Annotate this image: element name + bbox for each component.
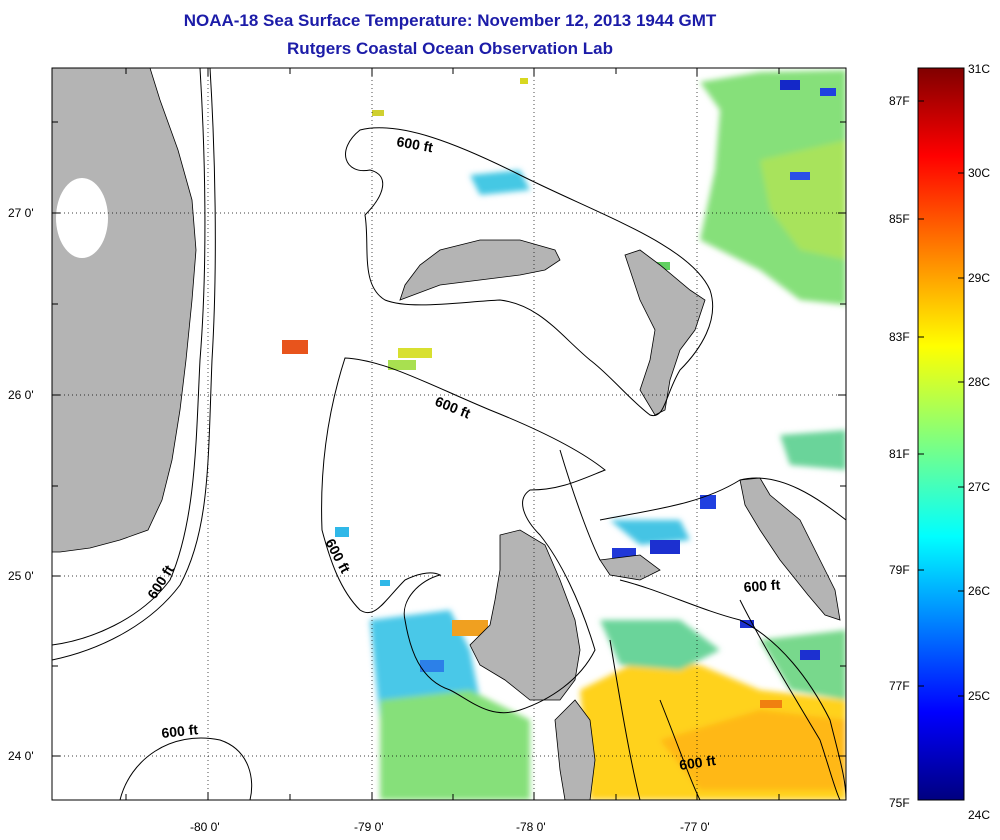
colorbar-fahrenheit-label: 81F [889, 447, 910, 461]
lat-label: 25 0' [8, 569, 34, 583]
map-frame [51, 67, 847, 801]
colorbar-celsius-label: 28C [968, 375, 991, 389]
colorbar-celsius-label: 25C [968, 689, 991, 703]
frame-ticks [52, 68, 846, 800]
colorbar-fahrenheit-label: 83F [889, 330, 910, 344]
colorbar-fahrenheit-label: 85F [889, 212, 910, 226]
colorbar-celsius-label: 29C [968, 271, 991, 285]
map-title: NOAA-18 Sea Surface Temperature: Novembe… [183, 11, 717, 30]
colorbar-celsius-label: 27C [968, 480, 991, 494]
colorbar [917, 67, 965, 801]
contour-label: 600 ft [395, 133, 434, 155]
colorbar-celsius-label: 30C [968, 166, 991, 180]
colorbar-fahrenheit-label: 87F [889, 94, 910, 108]
lat-label: 26 0' [8, 388, 34, 402]
graticule [52, 68, 846, 800]
lon-label: -79 0' [354, 820, 384, 834]
colorbar-fahrenheit-label: 75F [889, 796, 910, 810]
lon-label: -78 0' [516, 820, 546, 834]
map-subtitle: Rutgers Coastal Ocean Observation Lab [287, 39, 613, 58]
colorbar-fahrenheit-label: 77F [889, 679, 910, 693]
lat-label: 27 0' [8, 206, 34, 220]
lon-label: -80 0' [190, 820, 220, 834]
contour-label: 600 ft [161, 721, 199, 741]
contour-label: 600 ft [678, 752, 717, 773]
colorbar-ticks [918, 67, 964, 801]
lake-okeechobee [56, 178, 108, 258]
colorbar-celsius-label: 24C [968, 808, 991, 822]
lat-label: 24 0' [8, 749, 34, 763]
colorbar-celsius-label: 26C [968, 584, 991, 598]
colorbar-fahrenheit-label: 79F [889, 563, 910, 577]
contour-label: 600 ft [743, 576, 781, 595]
depth-contours [52, 68, 846, 800]
sst-data-patches [370, 70, 846, 800]
colorbar-celsius-label: 31C [968, 62, 991, 76]
lon-label: -77 0' [680, 820, 710, 834]
